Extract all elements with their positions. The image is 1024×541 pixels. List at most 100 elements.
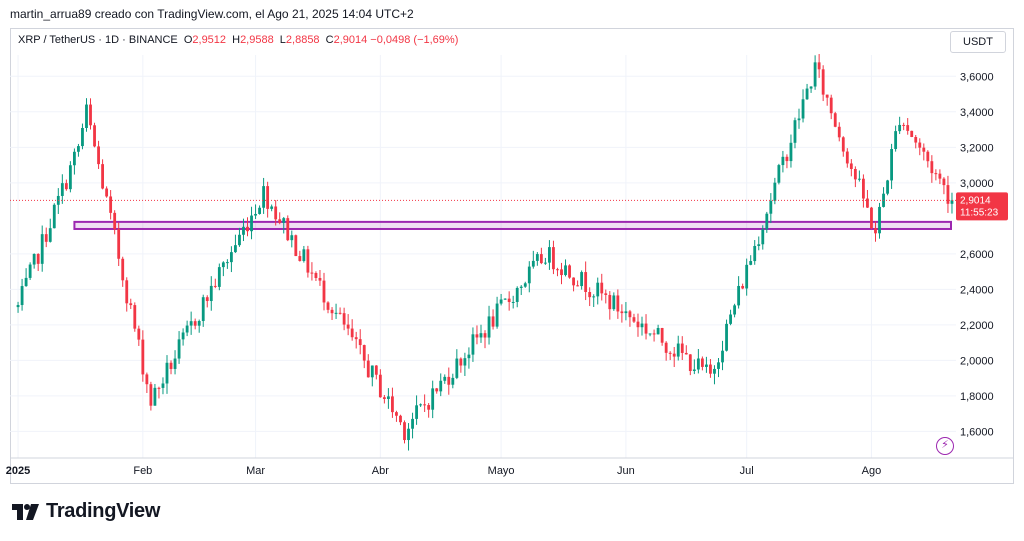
candle-body <box>32 253 36 265</box>
candle-body <box>370 365 374 378</box>
candle-body <box>16 305 20 308</box>
candle-body <box>378 374 382 398</box>
candle-body <box>813 62 817 87</box>
time-tick-label: Feb <box>133 465 152 477</box>
candle-body <box>745 264 749 289</box>
last-price-label: 2,9014 <box>960 195 991 206</box>
symbol-legend: XRP / TetherUS · 1D · BINANCE O2,9512 H2… <box>18 34 458 46</box>
candle-body <box>181 332 185 340</box>
candle-body <box>302 249 306 261</box>
chart-frame[interactable] <box>10 28 1014 484</box>
candle-body <box>270 206 274 209</box>
candle-body <box>535 254 539 261</box>
lightning-icon[interactable]: ⚡ <box>936 437 954 455</box>
candle-body <box>350 328 354 338</box>
candle-body <box>362 345 366 361</box>
candle-body <box>225 262 229 264</box>
candle-body <box>455 358 459 378</box>
candle-body <box>262 186 266 208</box>
high-value: 2,9588 <box>240 34 274 46</box>
candle-body <box>950 200 954 204</box>
candle-body <box>113 212 117 230</box>
candle-body <box>77 146 80 152</box>
candle-body <box>596 282 600 297</box>
candle-body <box>886 180 889 194</box>
candle-body <box>539 254 543 264</box>
candle-body <box>173 358 177 369</box>
candle-body <box>290 235 294 241</box>
candle-body <box>415 405 418 419</box>
candle-body <box>874 228 877 234</box>
candle-body <box>395 412 398 416</box>
candle-body <box>471 334 475 355</box>
candle-body <box>209 285 213 302</box>
candle-body <box>97 146 100 165</box>
candle-body <box>165 362 169 384</box>
price-tick-label: 2,4000 <box>960 284 994 296</box>
candle-body <box>137 328 141 340</box>
candle-body <box>93 125 96 147</box>
candle-body <box>898 124 902 132</box>
candle-body <box>753 245 757 262</box>
candle-body <box>821 69 825 95</box>
candle-body <box>849 163 853 169</box>
candle-body <box>213 285 217 287</box>
candle-body <box>467 354 471 359</box>
candle-body <box>519 286 523 288</box>
candle-body <box>463 358 467 366</box>
candle-body <box>640 323 644 328</box>
candle-body <box>837 126 841 138</box>
candle-body <box>548 247 551 263</box>
candle-body <box>407 428 410 441</box>
candle-body <box>499 299 503 304</box>
candle-body <box>777 165 781 183</box>
candle-body <box>576 285 580 287</box>
candle-body <box>479 333 483 338</box>
candle-body <box>749 261 753 265</box>
candle-body <box>692 369 696 372</box>
candle-body <box>870 207 873 229</box>
candle-body <box>628 311 632 318</box>
currency-button[interactable]: USDT <box>950 31 1006 53</box>
candle-body <box>459 358 463 366</box>
candle-body <box>684 352 688 355</box>
candle-body <box>125 280 129 304</box>
candle-body <box>588 292 592 298</box>
candle-body <box>507 298 511 303</box>
support-zone <box>73 220 952 230</box>
candle-body <box>785 156 789 162</box>
candle-body <box>72 151 76 166</box>
change-value: −0,0498 (−1,69%) <box>370 34 459 46</box>
candle-body <box>648 333 652 335</box>
candle-body <box>781 156 785 166</box>
candle-body <box>789 142 793 162</box>
price-tick-label: 3,2000 <box>960 142 994 154</box>
candle-body <box>652 333 656 335</box>
candle-body <box>157 387 161 389</box>
price-tick-label: 3,0000 <box>960 178 994 190</box>
candle-body <box>737 285 741 306</box>
time-tick-label: Mar <box>246 465 265 477</box>
candle-body <box>68 165 72 190</box>
candle-body <box>205 297 209 302</box>
candle-body <box>427 405 431 410</box>
candle-body <box>274 206 278 220</box>
high-label: H <box>232 34 241 46</box>
candle-body <box>431 388 435 410</box>
candle-body <box>36 253 40 264</box>
candle-body <box>109 196 113 213</box>
candle-body <box>250 215 253 232</box>
candle-body <box>85 104 88 128</box>
candle-body <box>129 303 133 306</box>
candle-body <box>717 362 720 369</box>
candle-body <box>495 303 499 327</box>
candle-body <box>680 343 684 353</box>
candle-body <box>358 339 362 346</box>
countdown-label: 11:55:23 <box>960 207 999 218</box>
candle-body <box>866 198 869 208</box>
candle-body <box>568 265 571 278</box>
candle-body <box>44 234 48 242</box>
tradingview-logo: TradingView <box>12 500 160 523</box>
candle-body <box>133 305 137 329</box>
